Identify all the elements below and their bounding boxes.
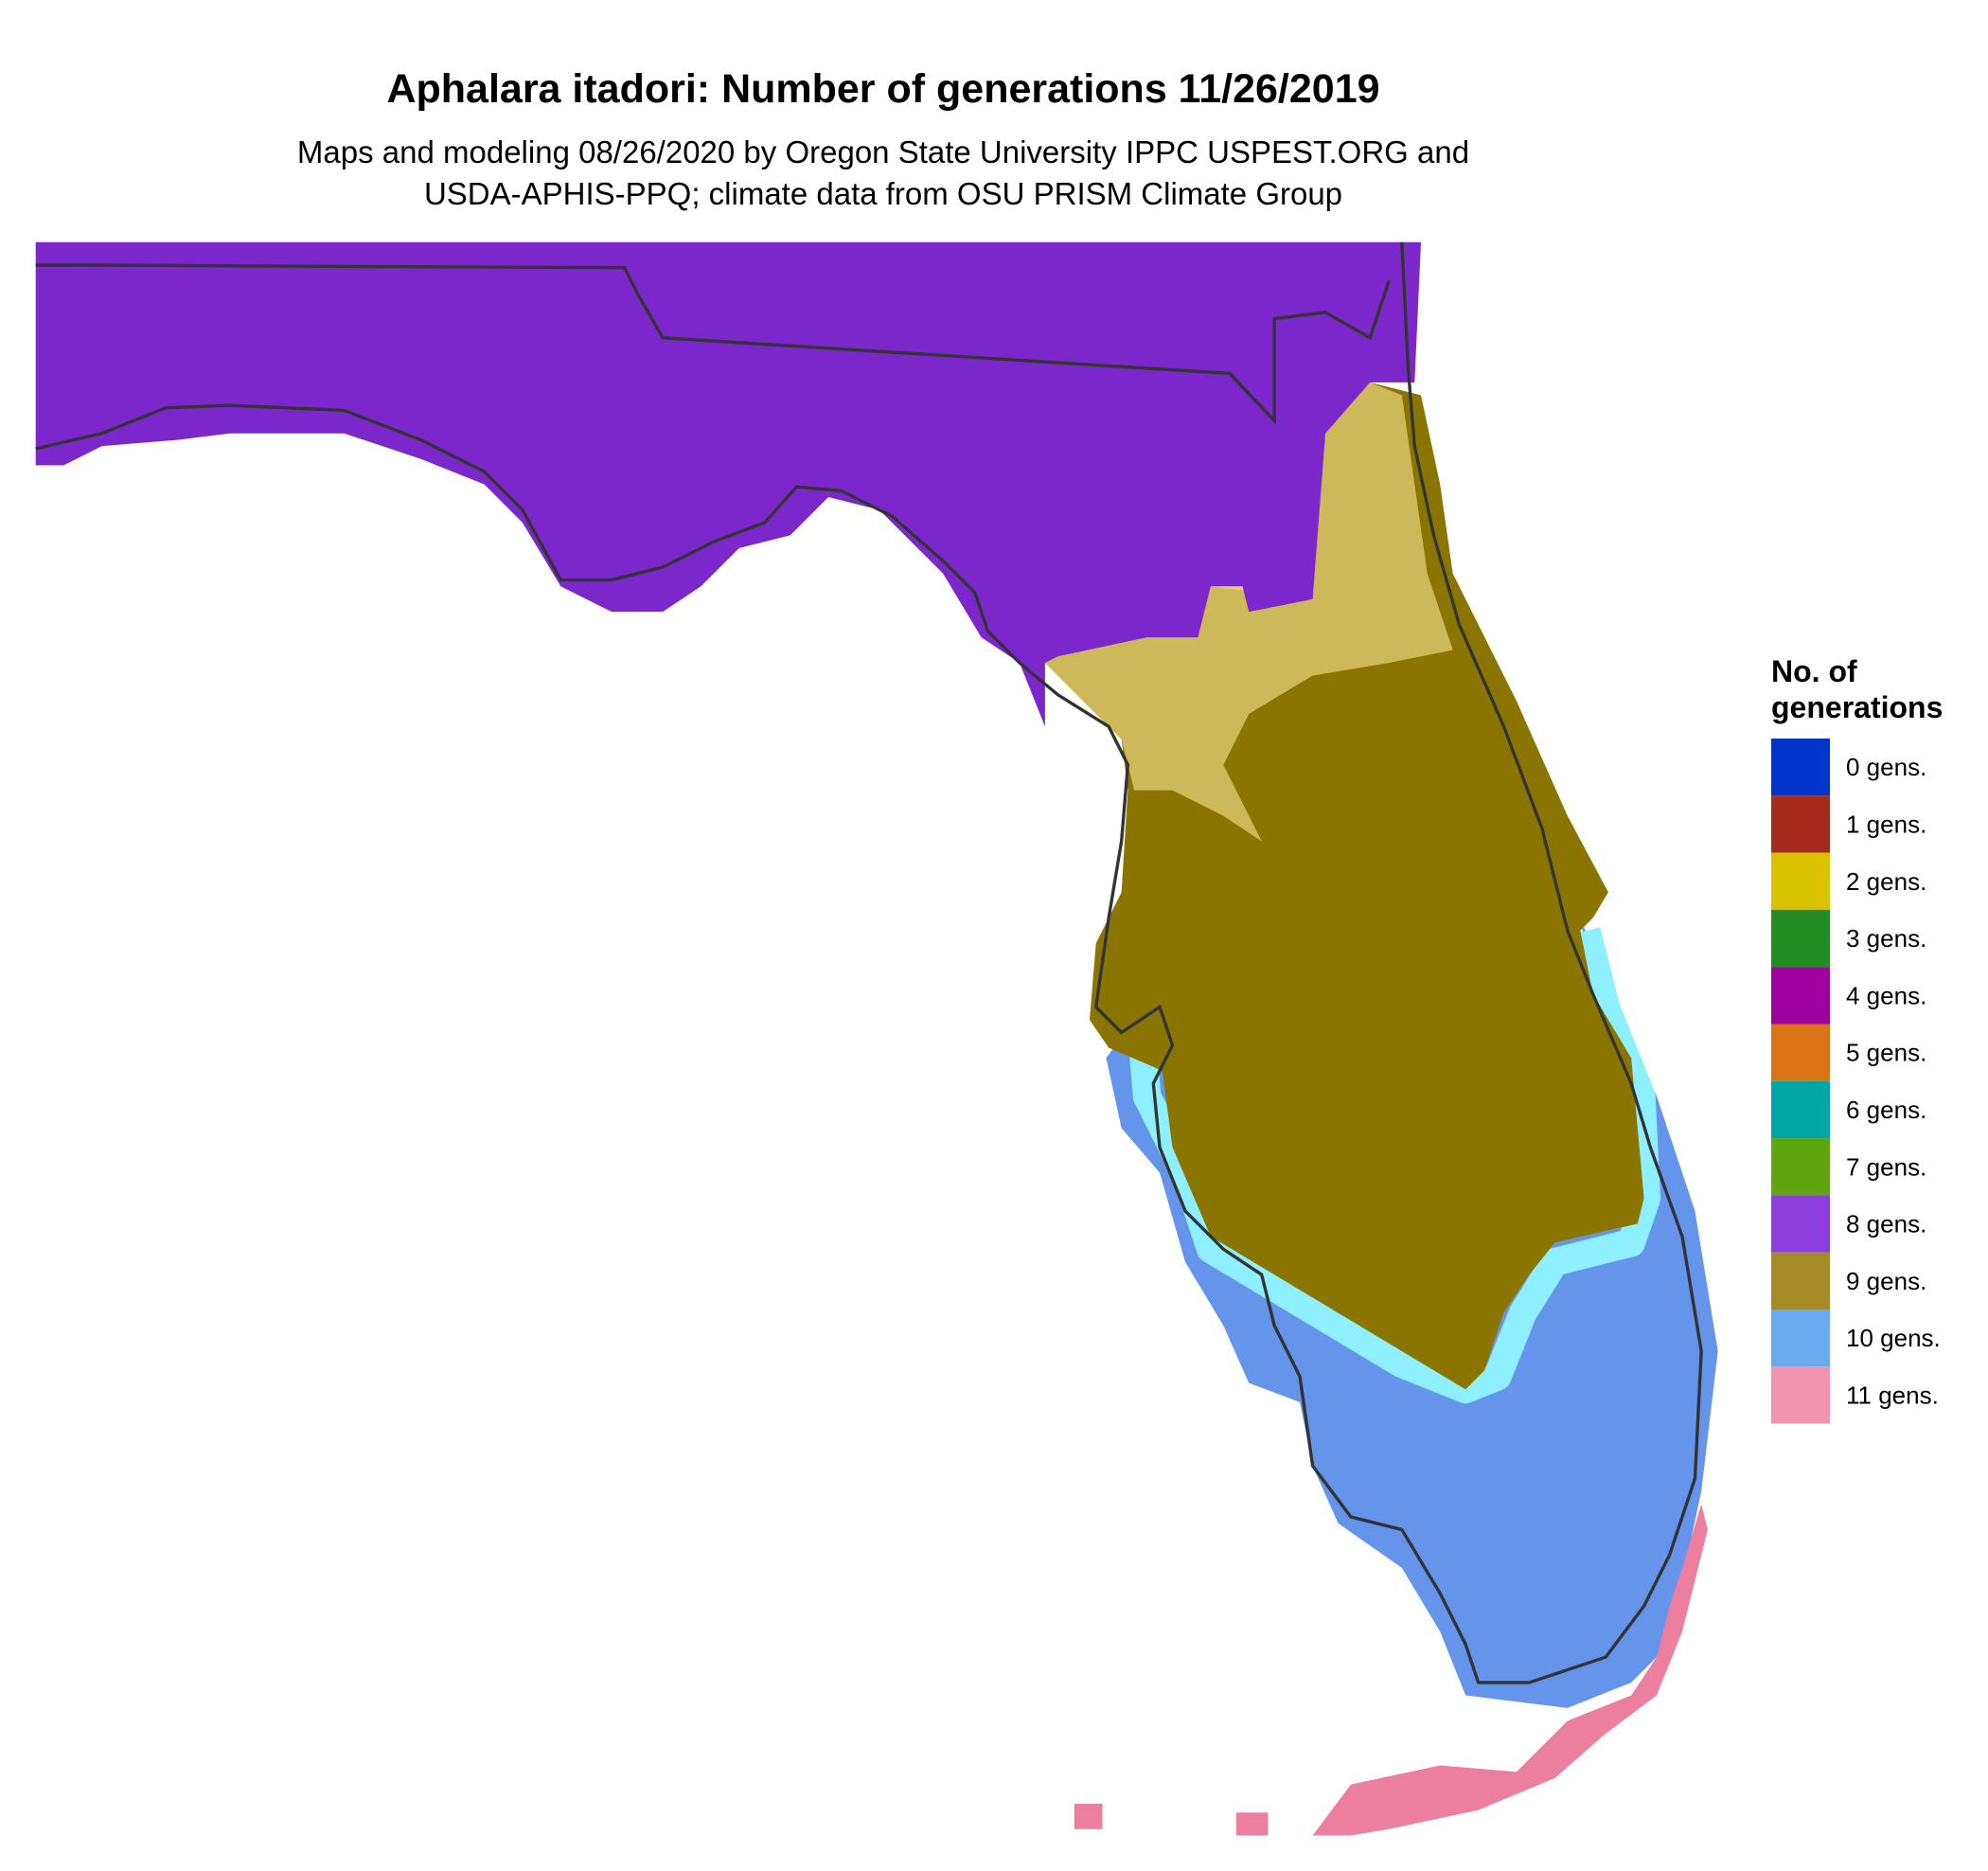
legend-swatch [1771, 1310, 1830, 1367]
region-light-band [1044, 382, 1453, 842]
legend-label: 0 gens. [1846, 753, 1926, 781]
region-10-gens [1106, 918, 1718, 1708]
legend-label: 7 gens. [1846, 1152, 1926, 1181]
map [35, 241, 1718, 1836]
legend-label: 11 gens. [1846, 1381, 1939, 1409]
map-title: Aphalara itadori: Number of generations … [386, 66, 1379, 112]
legend-label: 1 gens. [1846, 810, 1926, 838]
state-outline [35, 241, 1703, 1684]
key-islet [1235, 1812, 1269, 1836]
legend-label: 9 gens. [1846, 1267, 1926, 1295]
legend-title: No. of [1771, 654, 1857, 688]
legend-label: 10 gens. [1846, 1324, 1941, 1352]
legend-swatch [1771, 852, 1830, 910]
legend-swatch [1771, 909, 1830, 968]
legend-label: 4 gens. [1846, 981, 1926, 1009]
legend-swatch [1771, 1195, 1830, 1253]
state-border [35, 263, 1391, 425]
legend-swatch [1771, 1080, 1830, 1139]
legend-swatch [1771, 795, 1830, 853]
legend-swatch [1771, 739, 1830, 796]
map-subtitle: Maps and modeling 08/26/2020 by Oregon S… [297, 134, 1469, 169]
legend-label: 2 gens. [1846, 867, 1926, 896]
region-cyan-band [1127, 927, 1661, 1404]
legend: 0 gens. 1 gens. 2 gens. 3 gens. 4 gens. 5 gen… [1771, 739, 1941, 1424]
map-subtitle: USDA-APHIS-PPQ; climate data from OSU PR… [424, 176, 1342, 211]
legend-label: 3 gens. [1846, 924, 1926, 953]
region-9-gens [1044, 382, 1644, 1390]
legend-label: 5 gens. [1846, 1039, 1926, 1067]
legend-swatch [1771, 1024, 1830, 1081]
legend-label: 6 gens. [1846, 1096, 1926, 1124]
region-11-gens [1312, 1504, 1708, 1836]
legend-swatch [1771, 1138, 1830, 1196]
legend-swatch [1771, 1252, 1830, 1310]
legend-swatch [1771, 967, 1830, 1025]
legend-title: generations [1771, 690, 1943, 724]
legend-swatch [1771, 1366, 1830, 1424]
key-islet [1074, 1803, 1103, 1829]
legend-label: 8 gens. [1846, 1210, 1926, 1238]
